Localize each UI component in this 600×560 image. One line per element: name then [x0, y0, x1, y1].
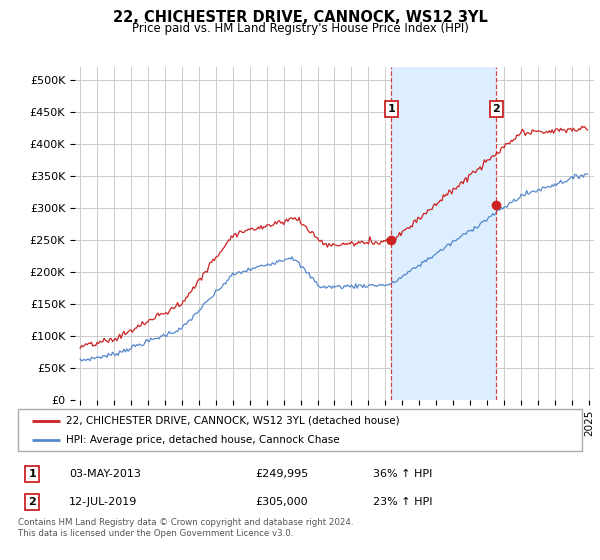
Text: 36% ↑ HPI: 36% ↑ HPI [373, 469, 433, 479]
Text: 1: 1 [388, 104, 395, 114]
Text: 23% ↑ HPI: 23% ↑ HPI [373, 497, 433, 507]
Bar [391, 67, 496, 400]
Text: 22, CHICHESTER DRIVE, CANNOCK, WS12 3YL (detached house): 22, CHICHESTER DRIVE, CANNOCK, WS12 3YL … [66, 416, 400, 426]
Text: 2: 2 [28, 497, 36, 507]
Text: Price paid vs. HM Land Registry's House Price Index (HPI): Price paid vs. HM Land Registry's House … [131, 22, 469, 35]
Text: 22, CHICHESTER DRIVE, CANNOCK, WS12 3YL: 22, CHICHESTER DRIVE, CANNOCK, WS12 3YL [113, 10, 487, 25]
Text: 12-JUL-2019: 12-JUL-2019 [69, 497, 137, 507]
Text: £249,995: £249,995 [255, 469, 308, 479]
Text: 2: 2 [493, 104, 500, 114]
Text: 03-MAY-2013: 03-MAY-2013 [69, 469, 140, 479]
FancyBboxPatch shape [18, 409, 582, 451]
Text: HPI: Average price, detached house, Cannock Chase: HPI: Average price, detached house, Cann… [66, 435, 340, 445]
Text: £305,000: £305,000 [255, 497, 308, 507]
Text: 1: 1 [28, 469, 36, 479]
Text: Contains HM Land Registry data © Crown copyright and database right 2024.
This d: Contains HM Land Registry data © Crown c… [18, 518, 353, 538]
